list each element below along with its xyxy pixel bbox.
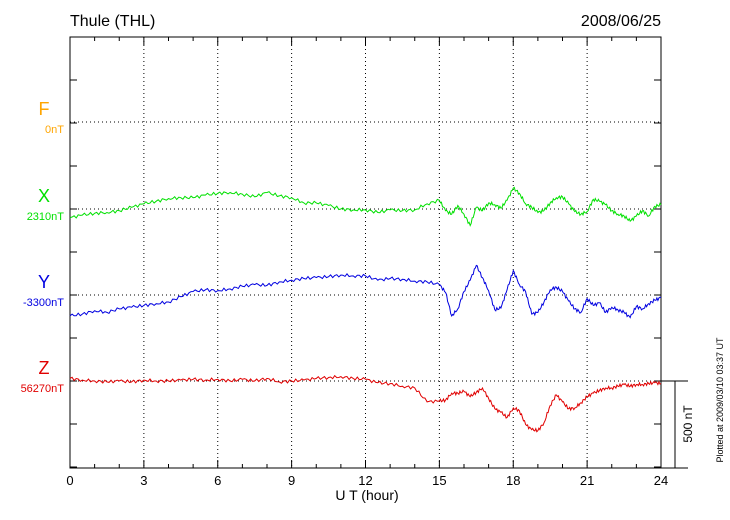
series-lines — [69, 186, 662, 433]
station-title: Thule (THL) — [70, 13, 155, 30]
x-tick-label: 21 — [580, 473, 594, 488]
series-name-y: Y — [38, 272, 50, 292]
series-line-x — [69, 186, 662, 227]
series-labels: F 0nT X 2310nT Y -3300nT Z 56270nT — [21, 99, 65, 395]
grid — [70, 37, 661, 468]
x-axis-label: U T (hour) — [335, 487, 398, 503]
series-line-z — [69, 374, 662, 433]
series-baseline-y: -3300nT — [23, 297, 64, 309]
x-tick-label: 6 — [214, 473, 221, 488]
series-line-y — [69, 264, 662, 319]
series-baseline-f: 0nT — [45, 124, 64, 136]
series-baseline-z: 56270nT — [21, 383, 65, 395]
scale-bar-label: 500 nT — [681, 405, 695, 443]
x-tick-label: 12 — [358, 473, 372, 488]
x-tick-label: 18 — [506, 473, 520, 488]
x-tick-label: 0 — [66, 473, 73, 488]
series-name-z: Z — [39, 358, 50, 378]
series-name-f: F — [39, 99, 50, 119]
axis-ticks: 0 3 6 9 12 15 18 21 24 — [66, 37, 668, 488]
x-tick-label: 15 — [432, 473, 446, 488]
series-baseline-x: 2310nT — [27, 211, 65, 223]
x-tick-label: 24 — [654, 473, 668, 488]
plot-timestamp: Plotted at 2009/03/10 03:37 UT — [715, 337, 725, 463]
series-name-x: X — [38, 186, 50, 206]
x-tick-label: 9 — [288, 473, 295, 488]
date-label: 2008/06/25 — [581, 13, 661, 30]
x-tick-label: 3 — [140, 473, 147, 488]
